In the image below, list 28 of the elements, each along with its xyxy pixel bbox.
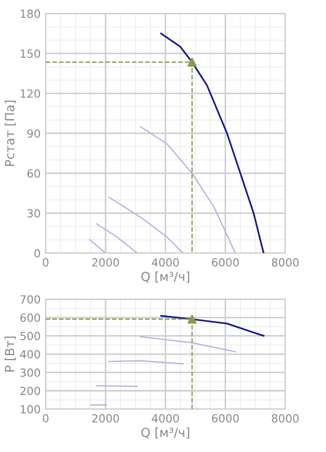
x-tick-label: 4000	[152, 414, 179, 423]
y-tick-label: 400	[20, 350, 40, 359]
x-tick-label: 6000	[212, 258, 239, 267]
x-axis-title: Q [м³/ч]	[141, 427, 190, 439]
x-tick-label: 4000	[152, 258, 179, 267]
x-tick-label: 6000	[212, 414, 239, 423]
y-tick-label: 500	[20, 332, 40, 340]
y-tick-label: 0	[34, 249, 40, 258]
x-tick-label: 2000	[92, 258, 119, 267]
y-tick-label: 600	[20, 314, 40, 322]
y-tick-label: 700	[20, 295, 40, 304]
y-axis-title: Pстат [Па]	[4, 100, 16, 166]
y-tick-label: 180	[20, 10, 40, 18]
y-tick-label: 60	[27, 169, 40, 178]
y-tick-label: 120	[20, 89, 40, 98]
y-tick-label: 150	[20, 49, 40, 58]
x-tick-label: 8000	[272, 414, 299, 423]
x-tick-label: 0	[42, 258, 48, 267]
y-tick-label: 300	[20, 368, 40, 377]
x-tick-label: 2000	[92, 414, 119, 423]
x-tick-label: 0	[42, 414, 48, 423]
y-tick-label: 90	[27, 129, 40, 138]
y-tick-label: 200	[20, 386, 40, 396]
y-tick-label: 30	[27, 209, 40, 218]
x-axis-title: Q [м³/ч]	[141, 272, 190, 283]
y-axis-title: P [Вт]	[4, 336, 16, 372]
x-tick-label: 8000	[272, 258, 299, 267]
y-tick-label: 100	[20, 405, 40, 414]
